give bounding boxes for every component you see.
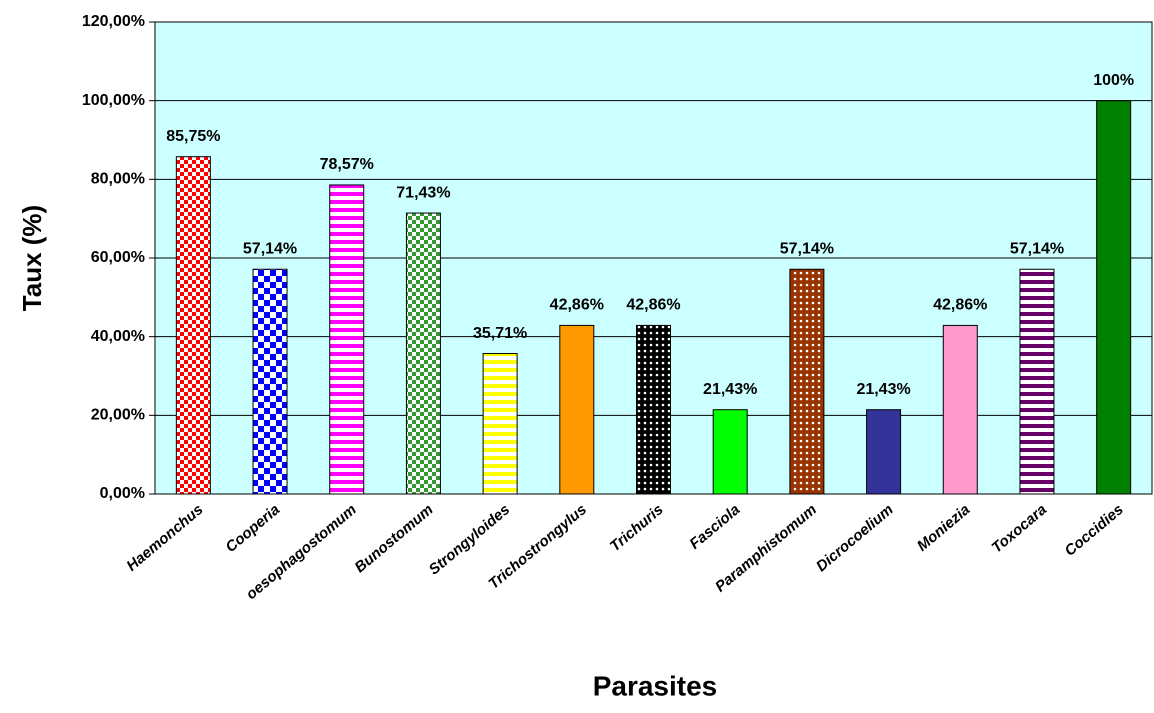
bar bbox=[329, 184, 365, 495]
value-label: 42,86% bbox=[626, 297, 680, 314]
value-label: 21,43% bbox=[703, 381, 757, 398]
y-tick-label: 120,00% bbox=[82, 13, 145, 30]
value-label: 71,43% bbox=[396, 184, 450, 201]
bar bbox=[1019, 268, 1055, 495]
bar bbox=[405, 212, 441, 495]
value-label: 78,57% bbox=[320, 156, 374, 173]
x-tick-label: Cooperia bbox=[222, 501, 283, 556]
x-tick-label: Dicrocoelium bbox=[813, 501, 897, 575]
value-label: 42,86% bbox=[550, 297, 604, 314]
bar bbox=[942, 324, 978, 495]
bar bbox=[482, 353, 518, 495]
bar bbox=[175, 156, 211, 495]
bar bbox=[636, 324, 671, 495]
y-axis-title: Taux (%) bbox=[17, 205, 47, 311]
bar bbox=[252, 268, 288, 495]
value-label: 42,86% bbox=[933, 297, 987, 314]
value-label: 57,14% bbox=[780, 240, 834, 257]
x-tick-label: Moniezia bbox=[914, 501, 973, 555]
bar bbox=[866, 409, 902, 495]
x-tick-label: Coccidies bbox=[1062, 501, 1127, 560]
y-tick-label: 60,00% bbox=[91, 249, 145, 266]
bar bbox=[712, 409, 748, 495]
x-tick-label: Toxocara bbox=[988, 501, 1050, 557]
y-tick-label: 20,00% bbox=[91, 407, 145, 424]
y-tick-label: 0,00% bbox=[100, 485, 145, 502]
value-label: 57,14% bbox=[1010, 240, 1064, 257]
x-tick-label: Trichuris bbox=[607, 501, 667, 555]
x-tick-label: Haemonchus bbox=[123, 501, 206, 575]
value-label: 57,14% bbox=[243, 240, 297, 257]
y-tick-label: 80,00% bbox=[91, 171, 145, 188]
bar bbox=[1096, 100, 1132, 495]
bar bbox=[789, 268, 825, 495]
value-label: 100% bbox=[1093, 72, 1134, 89]
x-axis-title: Parasites bbox=[593, 670, 718, 701]
value-label: 35,71% bbox=[473, 325, 527, 342]
y-tick-label: 40,00% bbox=[91, 328, 145, 345]
y-tick-label: 100,00% bbox=[82, 92, 145, 109]
x-tick-label: Fasciola bbox=[686, 501, 743, 553]
x-tick-label: Bunostomum bbox=[352, 501, 437, 576]
value-label: 21,43% bbox=[856, 381, 910, 398]
bar bbox=[559, 324, 595, 495]
value-label: 85,75% bbox=[166, 128, 220, 145]
